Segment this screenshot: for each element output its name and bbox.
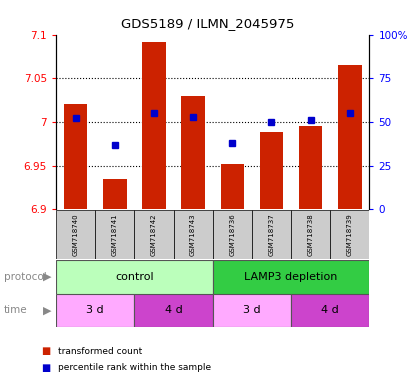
Bar — [134, 210, 173, 259]
Bar — [252, 210, 291, 259]
Text: GSM718743: GSM718743 — [190, 213, 196, 256]
Text: ▶: ▶ — [44, 272, 52, 282]
Text: ■: ■ — [42, 346, 51, 356]
Bar — [260, 132, 283, 209]
Text: percentile rank within the sample: percentile rank within the sample — [58, 363, 211, 372]
Text: ▶: ▶ — [44, 305, 52, 316]
Bar — [64, 104, 88, 209]
Bar — [56, 294, 134, 327]
Text: protocol: protocol — [4, 272, 47, 282]
Text: control: control — [115, 272, 154, 282]
Text: GDS5189 / ILMN_2045975: GDS5189 / ILMN_2045975 — [121, 17, 294, 30]
Bar — [173, 210, 213, 259]
Bar — [220, 164, 244, 209]
Bar — [291, 210, 330, 259]
Text: 4 d: 4 d — [321, 305, 339, 316]
Bar — [181, 96, 205, 209]
Text: LAMP3 depletion: LAMP3 depletion — [244, 272, 338, 282]
Text: GSM718742: GSM718742 — [151, 214, 157, 256]
Bar — [56, 260, 213, 294]
Text: ■: ■ — [42, 363, 51, 373]
Text: transformed count: transformed count — [58, 347, 142, 356]
Bar — [330, 210, 369, 259]
Bar — [95, 210, 134, 259]
Bar — [103, 179, 127, 209]
Text: 3 d: 3 d — [243, 305, 261, 316]
Bar — [338, 65, 361, 209]
Text: time: time — [4, 305, 28, 316]
Bar — [56, 210, 95, 259]
Bar — [213, 294, 291, 327]
Text: GSM718738: GSM718738 — [308, 213, 314, 256]
Text: GSM718740: GSM718740 — [73, 213, 78, 256]
Bar — [213, 260, 369, 294]
Bar — [213, 210, 252, 259]
Bar — [142, 41, 166, 209]
Text: GSM718737: GSM718737 — [269, 213, 274, 256]
Bar — [291, 294, 369, 327]
Text: GSM718741: GSM718741 — [112, 213, 118, 256]
Text: 4 d: 4 d — [165, 305, 183, 316]
Bar — [299, 126, 322, 209]
Text: 3 d: 3 d — [86, 305, 104, 316]
Text: GSM718739: GSM718739 — [347, 213, 353, 256]
Bar — [134, 294, 213, 327]
Text: GSM718736: GSM718736 — [229, 213, 235, 256]
